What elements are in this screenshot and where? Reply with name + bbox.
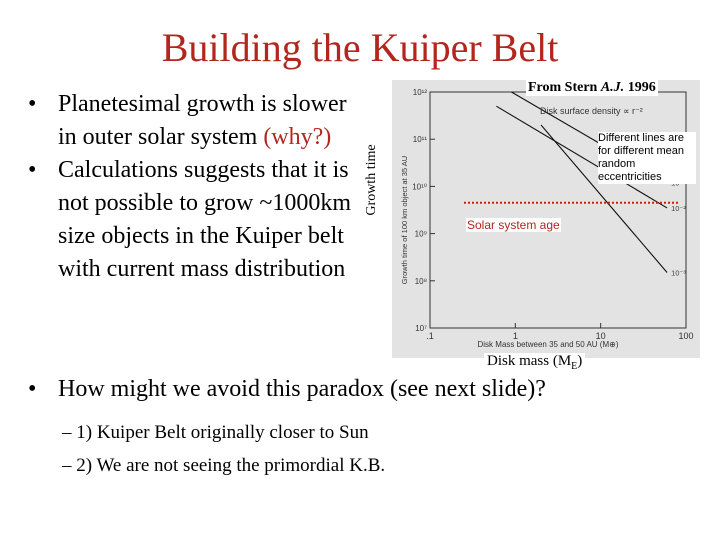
bullet-calculations: • Calculations suggests that it is not p… <box>28 154 358 286</box>
x-tick-label: .1 <box>426 331 434 341</box>
x-tick-label: 10 <box>596 331 606 341</box>
bullet-text: How might we avoid this paradox (see nex… <box>58 376 546 402</box>
inner-x-axis-label: Disk Mass between 35 and 50 AU (M⊕) <box>478 340 619 349</box>
series-line <box>540 124 668 273</box>
inner-chart-title: Disk surface density ∝ r⁻² <box>540 106 643 116</box>
disk-mass-label: Disk mass (ME) <box>484 353 586 372</box>
figure-source: From Stern A.J. 1996 <box>526 80 658 96</box>
y-tick-label: 10⁷ <box>415 324 427 333</box>
y-tick-label: 10¹⁰ <box>412 182 427 191</box>
sub-bullet-list: – 1) Kuiper Belt originally closer to Su… <box>62 416 385 482</box>
source-prefix: From Stern <box>528 80 601 95</box>
y-tick-label: 10⁸ <box>415 277 427 286</box>
source-journal: A.J. <box>600 80 625 95</box>
y-tick-label: 10¹² <box>413 88 428 97</box>
disk-mass-end: ) <box>577 353 583 369</box>
series-label: 10⁻² <box>671 204 686 213</box>
eccentricity-note: Different lines are for different mean r… <box>598 132 696 184</box>
disk-mass-sub: E <box>571 361 578 372</box>
source-year: 1996 <box>624 80 656 95</box>
bullet-marker: • <box>28 157 37 183</box>
bullet-paradox-question: • How might we avoid this paradox (see n… <box>28 376 546 403</box>
bullet-highlight: (why?) <box>263 124 332 150</box>
sub-bullet-text: 1) Kuiper Belt originally closer to Sun <box>76 422 369 443</box>
bullet-text: Calculations suggests that it is not pos… <box>58 157 351 282</box>
dash-marker: – <box>62 422 72 443</box>
sub-bullet-text: 2) We are not seeing the primordial K.B. <box>76 455 386 476</box>
x-tick-label: 100 <box>678 331 693 341</box>
bullet-list: • Planetesimal growth is slower in outer… <box>28 88 358 286</box>
solar-system-age-label: Solar system age <box>466 218 561 232</box>
growth-time-text: Growth time <box>364 144 379 216</box>
series-label: 10⁻³ <box>671 268 686 277</box>
dash-marker: – <box>62 455 72 476</box>
sub-bullet-not-primordial: – 2) We are not seeing the primordial K.… <box>62 449 385 482</box>
y-tick-label: 10¹¹ <box>413 135 428 144</box>
y-tick-label: 10⁹ <box>415 230 427 239</box>
slide-title: Building the Kuiper Belt <box>161 25 559 70</box>
sub-bullet-closer-to-sun: – 1) Kuiper Belt originally closer to Su… <box>62 416 385 449</box>
bullet-planetesimal-growth: • Planetesimal growth is slower in outer… <box>28 88 358 154</box>
bullet-text: Planetesimal growth is slower in outer s… <box>58 91 347 150</box>
series-line <box>496 105 668 209</box>
bullet-marker: • <box>28 376 37 402</box>
bullet-marker: • <box>28 91 37 117</box>
x-tick-label: 1 <box>513 331 518 341</box>
disk-mass-text: Disk mass (M <box>487 353 572 369</box>
inner-y-axis-label: Growth time of 100 km object at 35 AU <box>400 156 409 284</box>
growth-time-label: Growth time <box>362 80 382 280</box>
